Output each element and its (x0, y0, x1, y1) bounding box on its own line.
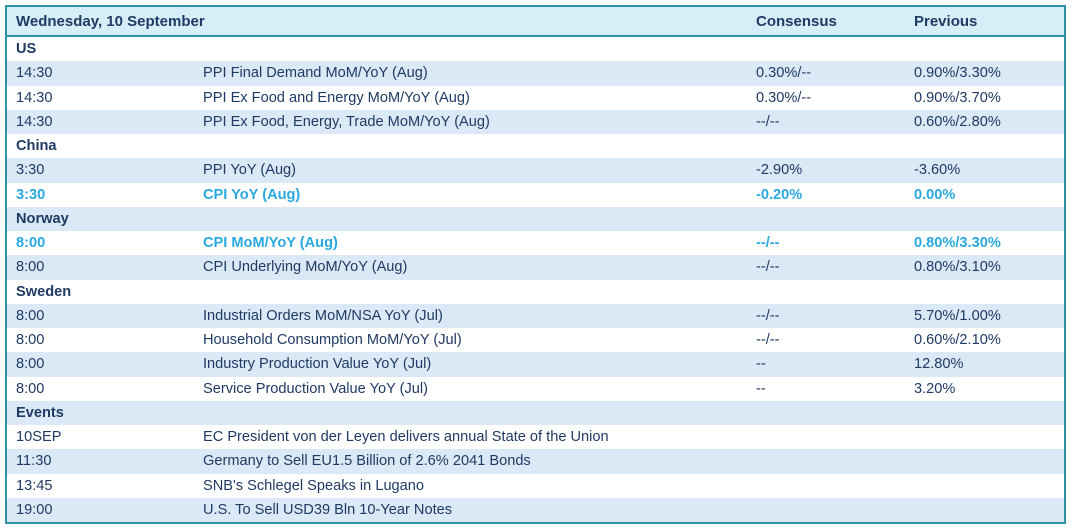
previous-column-header: Previous (914, 12, 978, 30)
table-header-row: Wednesday, 10 September Consensus Previo… (7, 7, 1064, 37)
event-time: 11:30 (16, 453, 52, 470)
event-row: 14:30 PPI Ex Food and Energy MoM/YoY (Aug… (7, 85, 1064, 110)
event-time: 8:00 (16, 307, 45, 324)
event-row: 8:00 CPI Underlying MoM/YoY (Aug) --/-- 0.8… (7, 255, 1064, 280)
event-name: PPI YoY (Aug) (203, 162, 297, 179)
event-row: 3:30 PPI YoY (Aug) -2.90% -3.60% (7, 158, 1064, 183)
event-time: 13:45 (16, 477, 53, 494)
event-name: PPI Ex Food, Energy, Trade MoM/YoY (Aug) (203, 113, 490, 130)
event-time: 3:30 (16, 186, 46, 203)
section-label: US (16, 41, 37, 58)
event-name: Germany to Sell EU1.5 Billion of 2.6% 20… (203, 453, 531, 470)
event-row: 8:00 Household Consumption MoM/YoY (Jul) -… (7, 328, 1064, 353)
event-name: PPI Final Demand MoM/YoY (Aug) (203, 65, 428, 82)
previous-value: 0.00% (914, 186, 956, 203)
date-header: Wednesday, 10 September (16, 12, 205, 30)
previous-value: 0.80%/3.10% (914, 259, 1001, 276)
event-name: PPI Ex Food and Energy MoM/YoY (Aug) (203, 89, 470, 106)
event-row: 19:00 U.S. To Sell USD39 Bln 10-Year Note… (7, 497, 1064, 522)
section-row-events: Events (7, 400, 1064, 425)
previous-value: 5.70%/1.00% (914, 307, 1001, 324)
section-label: China (16, 138, 57, 155)
event-row: 10SEP EC President von der Leyen delivers… (7, 425, 1064, 450)
event-row: 8:00 Industrial Orders MoM/NSA YoY (Jul) -… (7, 303, 1064, 328)
event-time: 8:00 (16, 356, 45, 373)
section-row-china: China (7, 134, 1064, 159)
consensus-value: -2.90% (756, 162, 803, 179)
event-time: 3:30 (16, 162, 45, 179)
event-time: 14:30 (16, 89, 53, 106)
consensus-value: -0.20% (756, 186, 803, 203)
consensus-value: --/-- (756, 332, 780, 349)
consensus-column-header: Consensus (756, 12, 837, 30)
section-row-sweden: Sweden (7, 279, 1064, 304)
event-time: 8:00 (16, 332, 45, 349)
event-time: 10SEP (16, 429, 62, 446)
event-name: Industry Production Value YoY (Jul) (203, 356, 432, 373)
consensus-value: 0.30%/-- (756, 89, 812, 106)
event-row: 14:30 PPI Ex Food, Energy, Trade MoM/YoY … (7, 109, 1064, 134)
event-row: 8:00 Industry Production Value YoY (Jul) -… (7, 352, 1064, 377)
event-row: 11:30 Germany to Sell EU1.5 Billion of 2.… (7, 449, 1064, 474)
previous-value: 0.60%/2.10% (914, 332, 1001, 349)
event-time: 8:00 (16, 380, 45, 397)
event-time: 19:00 (16, 501, 53, 518)
event-time: 8:00 (16, 235, 46, 252)
event-name: Service Production Value YoY (Jul) (203, 380, 428, 397)
previous-value: 0.90%/3.30% (914, 65, 1001, 82)
consensus-value: --/-- (756, 307, 780, 324)
section-label: Sweden (16, 283, 72, 300)
event-row: 14:30 PPI Final Demand MoM/YoY (Aug) 0.30%… (7, 61, 1064, 86)
consensus-value: --/-- (756, 113, 780, 130)
event-name: EC President von der Leyen delivers annu… (203, 429, 609, 446)
section-label: Events (16, 404, 64, 421)
previous-value: -3.60% (914, 162, 961, 179)
event-row: 13:45 SNB's Schlegel Speaks in Lugano (7, 473, 1064, 498)
event-name: CPI Underlying MoM/YoY (Aug) (203, 259, 408, 276)
event-name: CPI MoM/YoY (Aug) (203, 235, 338, 252)
consensus-value: -- (756, 356, 766, 373)
section-row-us: US (7, 37, 1064, 62)
event-name: U.S. To Sell USD39 Bln 10-Year Notes (203, 501, 453, 518)
section-label: Norway (16, 210, 69, 227)
previous-value: 3.20% (914, 380, 956, 397)
event-time: 8:00 (16, 259, 45, 276)
event-row: 8:00 CPI MoM/YoY (Aug) --/-- 0.80%/3.30% (7, 231, 1064, 256)
consensus-value: --/-- (756, 235, 780, 252)
previous-value: 0.90%/3.70% (914, 89, 1001, 106)
event-row: 3:30 CPI YoY (Aug) -0.20% 0.00% (7, 182, 1064, 207)
economic-calendar-table: Wednesday, 10 September Consensus Previo… (5, 5, 1066, 524)
table-body: US 14:30 PPI Final Demand MoM/YoY (Aug) 0.3… (7, 37, 1064, 522)
previous-value: 0.60%/2.80% (914, 113, 1001, 130)
section-row-norway: Norway (7, 206, 1064, 231)
event-name: CPI YoY (Aug) (203, 186, 301, 203)
previous-value: 12.80% (914, 356, 964, 373)
event-name: Household Consumption MoM/YoY (Jul) (203, 332, 462, 349)
consensus-value: --/-- (756, 259, 780, 276)
event-time: 14:30 (16, 65, 53, 82)
previous-value: 0.80%/3.30% (914, 235, 1001, 252)
event-time: 14:30 (16, 113, 53, 130)
event-name: SNB's Schlegel Speaks in Lugano (203, 477, 425, 494)
consensus-value: 0.30%/-- (756, 65, 812, 82)
event-name: Industrial Orders MoM/NSA YoY (Jul) (203, 307, 443, 324)
consensus-value: -- (756, 380, 766, 397)
event-row: 8:00 Service Production Value YoY (Jul) --… (7, 376, 1064, 401)
